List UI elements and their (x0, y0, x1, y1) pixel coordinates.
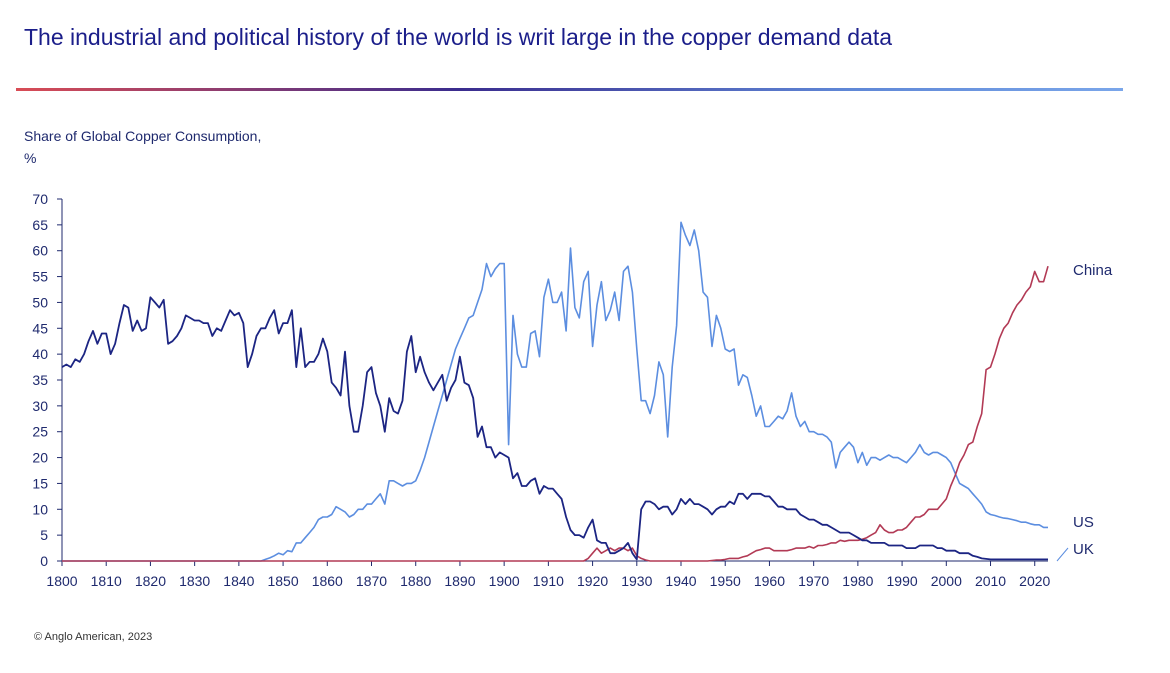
x-tick-label: 1880 (400, 573, 431, 589)
x-tick-label: 1920 (577, 573, 608, 589)
y-tick-label: 60 (32, 243, 48, 259)
x-tick-label: 1890 (444, 573, 475, 589)
y-tick-label: 15 (32, 475, 48, 491)
series-label-us: US (1073, 514, 1094, 531)
y-tick-label: 45 (32, 320, 48, 336)
x-tick-label: 1970 (798, 573, 829, 589)
chart-title: The industrial and political history of … (24, 24, 893, 50)
x-tick-label: 1980 (842, 573, 873, 589)
x-tick-label: 2010 (975, 573, 1006, 589)
uk-label-leader (1056, 547, 1069, 562)
x-tick-label: 2000 (931, 573, 962, 589)
x-tick-label: 1930 (621, 573, 652, 589)
x-tick-label: 1860 (312, 573, 343, 589)
x-tick-label: 1830 (179, 573, 210, 589)
y-tick-label: 50 (32, 294, 48, 310)
x-tick-label: 1910 (533, 573, 564, 589)
x-tick-label: 1950 (710, 573, 741, 589)
series-line-us (62, 221, 1048, 562)
y-tick-label: 55 (32, 269, 48, 285)
title-divider (16, 88, 1123, 91)
y-axis-unit: % (24, 150, 37, 166)
y-tick-label: 30 (32, 398, 48, 414)
y-tick-label: 5 (40, 527, 48, 543)
x-tick-label: 1800 (46, 573, 77, 589)
y-tick-label: 10 (32, 501, 48, 517)
x-tick-label: 1810 (91, 573, 122, 589)
x-tick-label: 2020 (1019, 573, 1050, 589)
y-tick-label: 65 (32, 217, 48, 233)
y-tick-label: 20 (32, 450, 48, 466)
y-tick-label: 25 (32, 424, 48, 440)
x-tick-label: 1850 (267, 573, 298, 589)
x-tick-label: 1870 (356, 573, 387, 589)
series-label-uk: UK (1073, 541, 1094, 558)
chart-series (61, 221, 1049, 562)
x-tick-label: 1840 (223, 573, 254, 589)
x-tick-label: 1990 (887, 573, 918, 589)
y-tick-label: 35 (32, 372, 48, 388)
x-tick-label: 1960 (754, 573, 785, 589)
copyright-footer: © Anglo American, 2023 (34, 631, 153, 643)
y-tick-label: 40 (32, 346, 48, 362)
chart-axes: 0 5 10 15 20 25 30 35 40 45 50 55 60 65 70 1800 1810 1820… (32, 191, 1050, 589)
series-line-uk (61, 296, 1048, 561)
x-tick-label: 1900 (489, 573, 520, 589)
y-tick-label: 0 (40, 553, 48, 569)
x-tick-label: 1820 (135, 573, 166, 589)
y-tick-label: 70 (32, 191, 48, 207)
y-axis-label: Share of Global Copper Consumption, (24, 128, 262, 144)
x-tick-label: 1940 (665, 573, 696, 589)
series-label-china: China (1073, 262, 1113, 279)
series-line-china (62, 265, 1049, 562)
